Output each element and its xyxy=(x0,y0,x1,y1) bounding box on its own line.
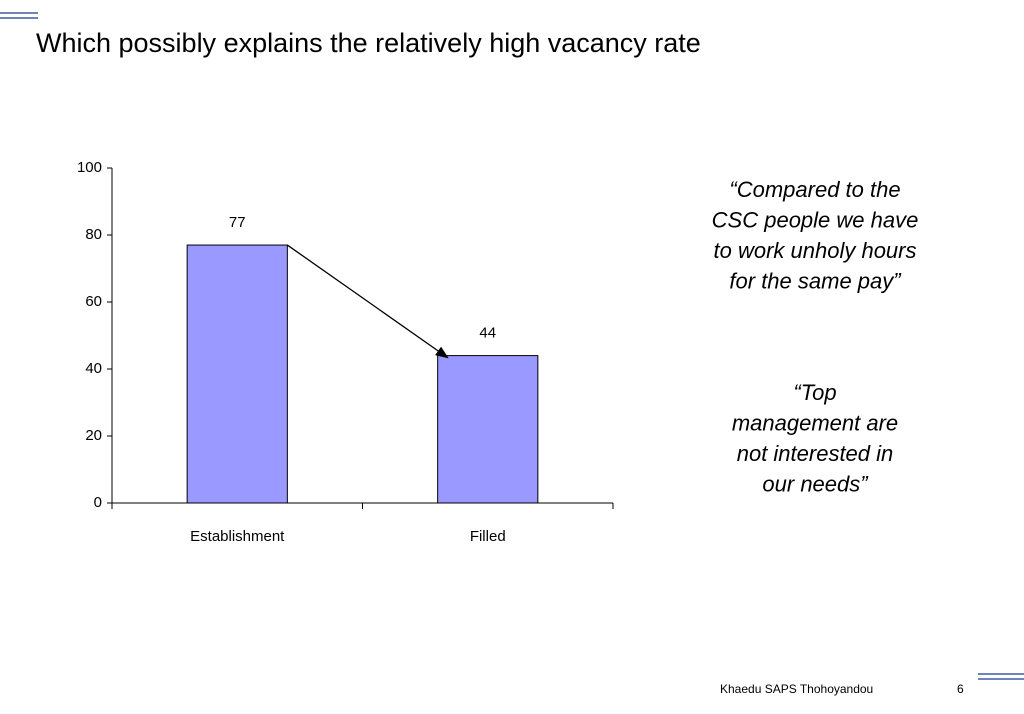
y-tick-label: 0 xyxy=(94,494,102,511)
quote-line: “Compared to the xyxy=(729,177,900,202)
quote-line: CSC people we have xyxy=(712,207,919,232)
y-tick-label: 20 xyxy=(85,427,102,444)
quote-line: “Top xyxy=(793,380,836,405)
value-label: 77 xyxy=(229,214,246,231)
value-label: 44 xyxy=(479,325,496,342)
bar xyxy=(186,244,288,504)
x-tick-label: Establishment xyxy=(190,528,285,545)
y-tick-label: 60 xyxy=(85,293,102,310)
page-number: 6 xyxy=(957,682,964,696)
arrow xyxy=(286,244,449,359)
slide-title: Which possibly explains the relatively h… xyxy=(36,28,701,58)
quote-line: not interested in xyxy=(737,441,894,466)
y-tick-label: 40 xyxy=(85,360,102,377)
bar xyxy=(437,355,539,504)
footer-text: Khaedu SAPS Thohoyandou xyxy=(720,682,873,696)
y-tick-label: 80 xyxy=(85,226,102,243)
x-tick-label: Filled xyxy=(470,528,506,545)
quote-line: to work unholy hours xyxy=(714,238,917,263)
y-tick-label: 100 xyxy=(77,159,102,176)
quote-line: management are xyxy=(732,410,898,435)
quote-line: for the same pay” xyxy=(729,268,902,293)
quote-line: our needs” xyxy=(762,471,869,496)
